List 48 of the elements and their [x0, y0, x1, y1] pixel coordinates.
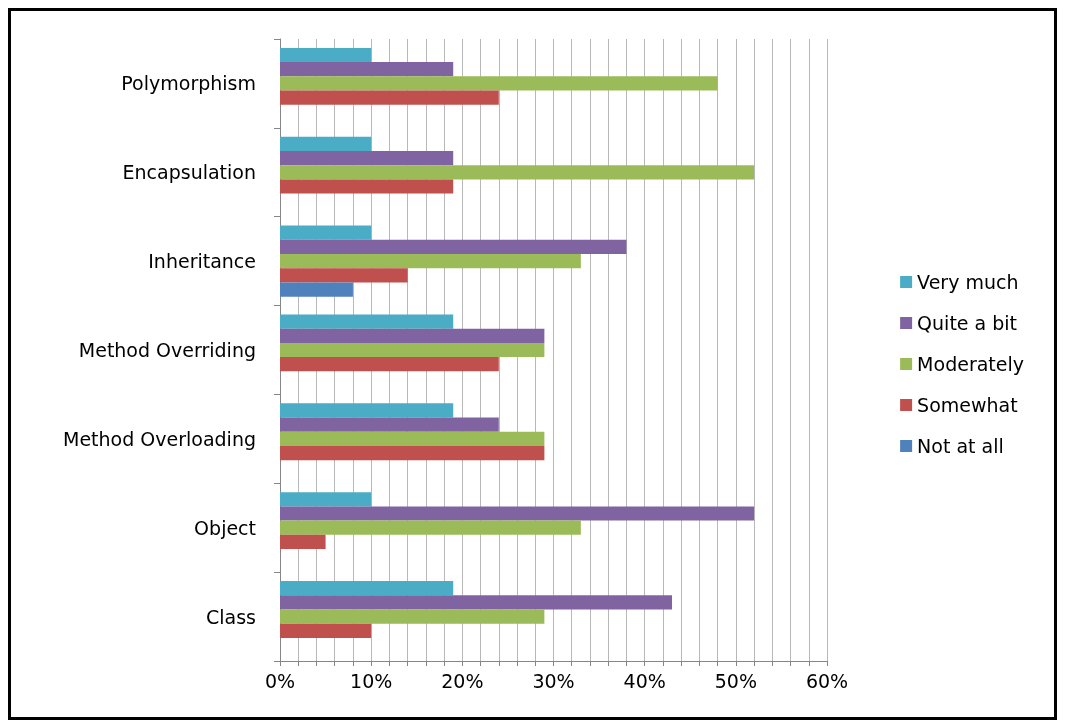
bar: [280, 268, 408, 283]
bar: [280, 417, 499, 432]
bar: [280, 179, 454, 194]
bar: [280, 581, 454, 596]
bar: [280, 342, 545, 358]
y-tick-label: Method Overriding: [78, 339, 256, 361]
bar: [280, 239, 627, 255]
bar: [280, 357, 499, 372]
bar: [280, 225, 372, 240]
x-tick-label: 40%: [623, 669, 666, 692]
legend-label: Not at all: [917, 435, 1004, 457]
bar: [280, 520, 581, 535]
bar: [280, 47, 372, 63]
y-tick-label: Polymorphism: [121, 72, 256, 95]
bar: [280, 623, 372, 638]
bar: [280, 90, 499, 105]
bar: [280, 165, 755, 180]
x-tick-label: 30%: [532, 669, 575, 692]
x-tick-label: 60%: [805, 669, 849, 692]
bar: [280, 506, 755, 521]
bar: [280, 595, 673, 610]
legend-label: Very much: [917, 271, 1019, 293]
bar: [280, 431, 545, 446]
y-tick-label: Method Overloading: [63, 427, 256, 450]
bar: [280, 282, 353, 297]
legend-label: Somewhat: [917, 394, 1018, 416]
bar: [280, 136, 372, 151]
bar: [280, 254, 581, 269]
y-tick-label: Object: [194, 516, 256, 539]
y-tick-label: Encapsulation: [122, 161, 256, 184]
bar: [280, 76, 718, 91]
legend-label: Quite a bit: [917, 312, 1018, 334]
bar: [280, 150, 454, 166]
bar: [280, 403, 454, 418]
bar: [280, 534, 326, 550]
legend-label: Moderately: [917, 353, 1025, 375]
bar: [280, 492, 372, 507]
bar: [280, 328, 545, 343]
x-tick-label: 20%: [441, 669, 484, 692]
x-tick-label: 10%: [350, 669, 393, 692]
bar: [280, 314, 454, 329]
y-tick-label: Class: [206, 605, 256, 628]
x-tick-label: 0%: [264, 669, 296, 692]
bar: [280, 445, 545, 461]
x-tick-label: 50%: [714, 669, 757, 692]
bar: [280, 609, 545, 624]
bar: [280, 62, 454, 77]
y-tick-label: Inheritance: [148, 250, 256, 273]
